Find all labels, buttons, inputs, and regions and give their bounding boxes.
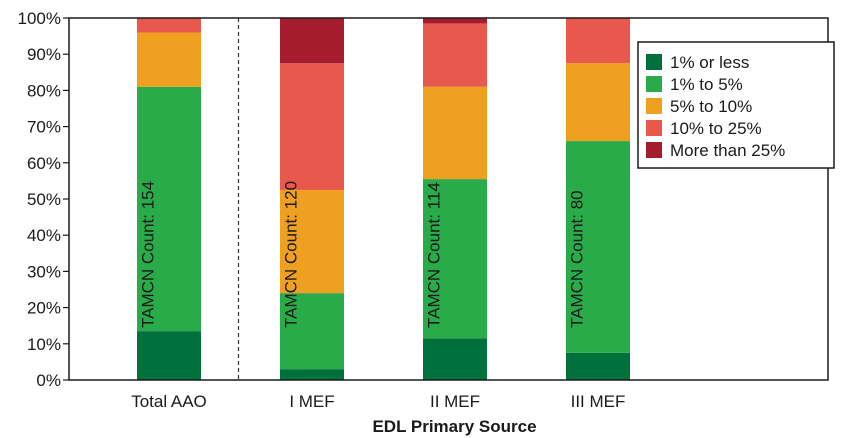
y-tick-label: 10% (27, 335, 61, 354)
bar-annotation-tamcn-count: TAMCN Count: 114 (424, 182, 443, 328)
x-category-label: II MEF (430, 392, 480, 411)
y-tick-label: 80% (27, 81, 61, 100)
legend-entry-label: 1% or less (670, 53, 749, 72)
bar-segment-3-1 (566, 141, 630, 353)
bar-segment-1-1 (280, 293, 344, 370)
bar-annotation-tamcn-count: TAMCN Count: 120 (281, 181, 300, 328)
bar-segment-2-4 (423, 18, 487, 24)
bar-annotations: TAMCN Count: 154 TAMCN Count: 120 TAMCN Co… (138, 181, 586, 328)
y-tick-label: 40% (27, 226, 61, 245)
y-tick-label: 30% (27, 262, 61, 281)
x-axis-title: EDL Primary Source (372, 417, 536, 436)
legend-entry-label: 10% to 25% (670, 119, 762, 138)
bar-segment-1-2 (280, 189, 344, 294)
bars-layer (137, 18, 630, 380)
bar-segment-2-2 (423, 86, 487, 180)
bar-segment-0-1 (137, 86, 201, 332)
bar-segment-0-0 (137, 331, 201, 380)
bar-segment-2-0 (423, 338, 487, 380)
bar-annotation-tamcn-count: TAMCN Count: 154 (138, 181, 157, 328)
y-tick-label: 0% (36, 371, 61, 390)
x-category-label: Total AAO (131, 392, 207, 411)
bar-segment-3-0 (566, 352, 630, 380)
bar-segment-3-3 (566, 18, 630, 64)
x-axis: Total AAO I MEF II MEF III MEF (131, 392, 625, 411)
bar-segment-1-0 (280, 369, 344, 380)
legend-swatch (646, 98, 662, 114)
legend-swatch (646, 120, 662, 136)
legend: 1% or less 1% to 5% 5% to 10% 10% to 25% Mor… (637, 41, 835, 169)
legend-swatch (646, 142, 662, 158)
legend-entry-label: 1% to 5% (670, 75, 743, 94)
y-tick-label: 20% (27, 299, 61, 318)
y-tick-label: 100% (18, 9, 61, 28)
bar-segment-1-4 (280, 18, 344, 64)
y-axis: 0% 10% 20% 30% 40% 50% 60% 70% 80% 90% 100% (18, 9, 69, 390)
bar-segment-0-3 (137, 18, 201, 33)
y-tick-label: 70% (27, 118, 61, 137)
legend-swatch (646, 76, 662, 92)
bar-segment-3-2 (566, 63, 630, 142)
bar-annotation-tamcn-count: TAMCN Count: 80 (567, 190, 586, 328)
legend-entry-label: More than 25% (670, 141, 785, 160)
y-tick-label: 60% (27, 154, 61, 173)
legend-swatch (646, 54, 662, 70)
legend-entry-label: 5% to 10% (670, 97, 752, 116)
bar-segment-2-3 (423, 23, 487, 87)
x-category-label: I MEF (289, 392, 334, 411)
bar-segment-2-1 (423, 179, 487, 339)
y-tick-label: 90% (27, 45, 61, 64)
y-tick-label: 50% (27, 190, 61, 209)
legend-box (637, 41, 835, 169)
bar-segment-1-3 (280, 63, 344, 190)
bar-segment-0-2 (137, 32, 201, 87)
x-category-label: III MEF (571, 392, 626, 411)
